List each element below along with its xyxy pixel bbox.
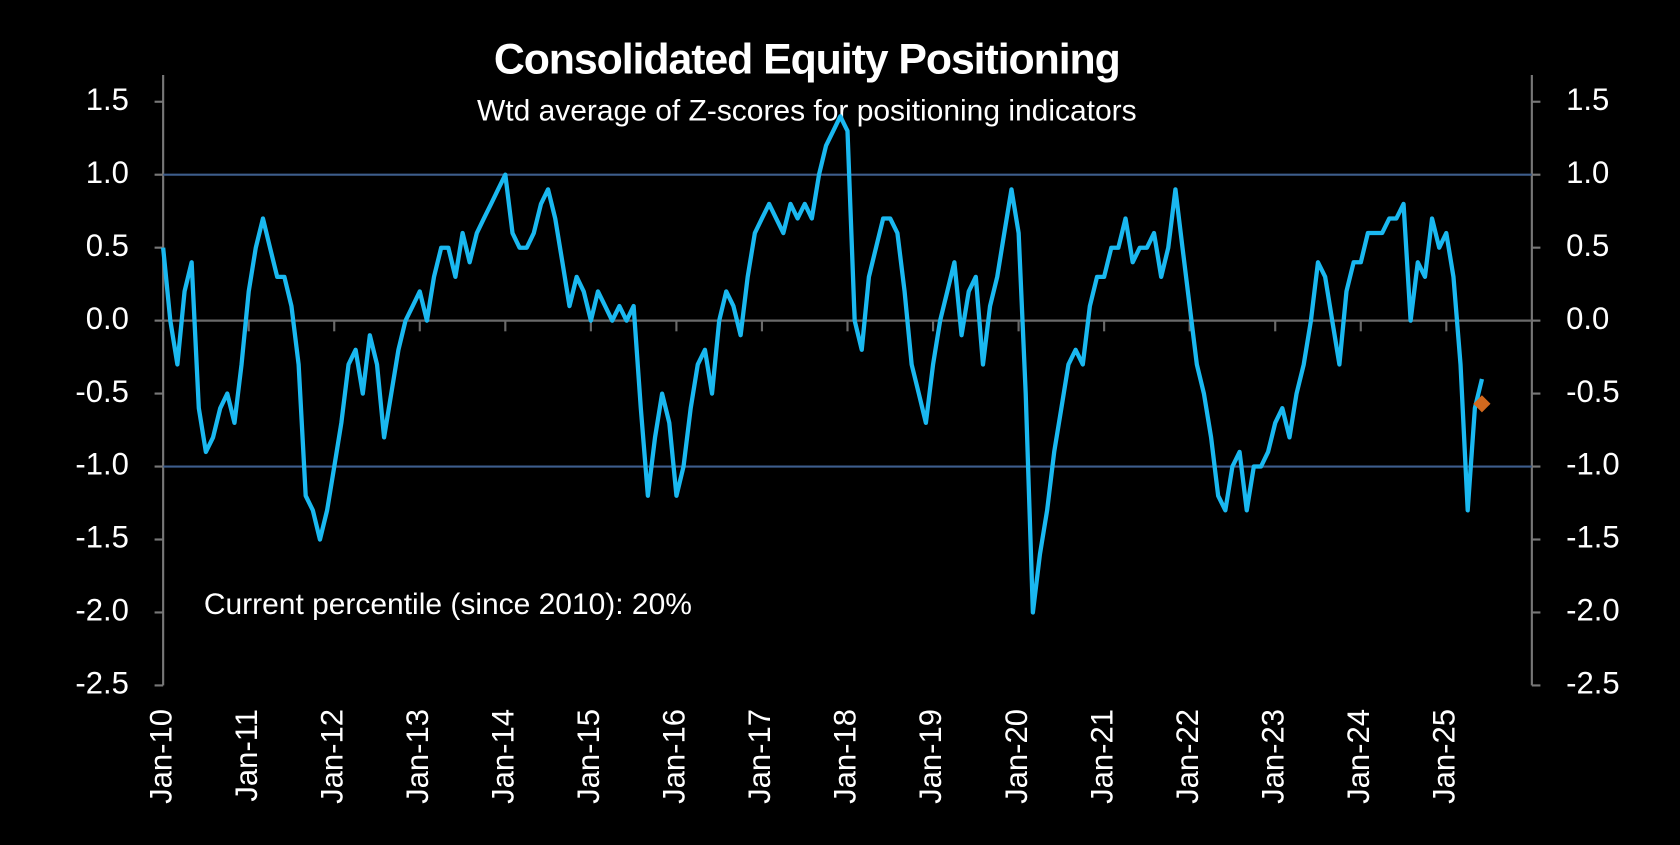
y-tick-label: -0.5 — [75, 374, 129, 409]
x-tick-label: Jan-20 — [999, 709, 1034, 804]
chart-subtitle: Wtd average of Z-scores for positioning … — [477, 94, 1137, 127]
y2-tick-label: -0.5 — [1566, 374, 1620, 409]
y-tick-label: -2.0 — [75, 593, 129, 628]
x-tick-label: Jan-12 — [314, 709, 349, 804]
y2-tick-label: -1.5 — [1566, 520, 1620, 555]
y2-tick-label: 0.0 — [1566, 301, 1609, 336]
y-tick-label: -1.0 — [75, 447, 129, 482]
y-tick-label: -2.5 — [75, 666, 129, 701]
x-tick-label: Jan-25 — [1427, 709, 1462, 804]
line-series — [161, 114, 1485, 615]
y-tick-label: -1.5 — [75, 520, 129, 555]
x-tick-label: Jan-13 — [400, 709, 435, 804]
x-tick-label: Jan-11 — [229, 709, 264, 802]
y2-tick-label: -1.0 — [1566, 447, 1620, 482]
x-tick-label: Jan-22 — [1170, 709, 1205, 804]
plot-area: 1.5 1.0 0.5 0.0 -0.5 -1.0 -1.5 -2.0 -2.5 1.5 1.0 0.… — [75, 74, 1620, 804]
x-tick-label: Jan-21 — [1084, 709, 1119, 804]
y-tick-label: 1.5 — [86, 82, 129, 117]
x-tick-label: Jan-18 — [828, 709, 863, 804]
chart-title: Consolidated Equity Positioning — [494, 35, 1120, 83]
x-tick-label: Jan-19 — [913, 709, 948, 804]
x-tick-label: Jan-24 — [1341, 709, 1376, 804]
y2-tick-label: -2.5 — [1566, 666, 1620, 701]
x-tick-label: Jan-10 — [143, 709, 178, 804]
x-tick-label: Jan-23 — [1255, 709, 1290, 804]
y2-tick-label: 1.0 — [1566, 155, 1609, 190]
latest-marker — [1473, 395, 1491, 413]
x-tick-label: Jan-17 — [742, 709, 777, 804]
annotation: Current percentile (since 2010): 20% — [204, 588, 692, 621]
y2-tick-label: 0.5 — [1566, 228, 1609, 263]
x-tick-label: Jan-15 — [571, 709, 606, 804]
y-tick-label: 0.5 — [86, 228, 129, 263]
x-tick-label: Jan-16 — [657, 709, 692, 804]
y2-tick-label: 1.5 — [1566, 82, 1609, 117]
y-tick-label: 0.0 — [86, 301, 129, 336]
x-tick-label: Jan-14 — [486, 709, 521, 804]
y-tick-label: 1.0 — [86, 155, 129, 190]
y2-tick-label: -2.0 — [1566, 593, 1620, 628]
